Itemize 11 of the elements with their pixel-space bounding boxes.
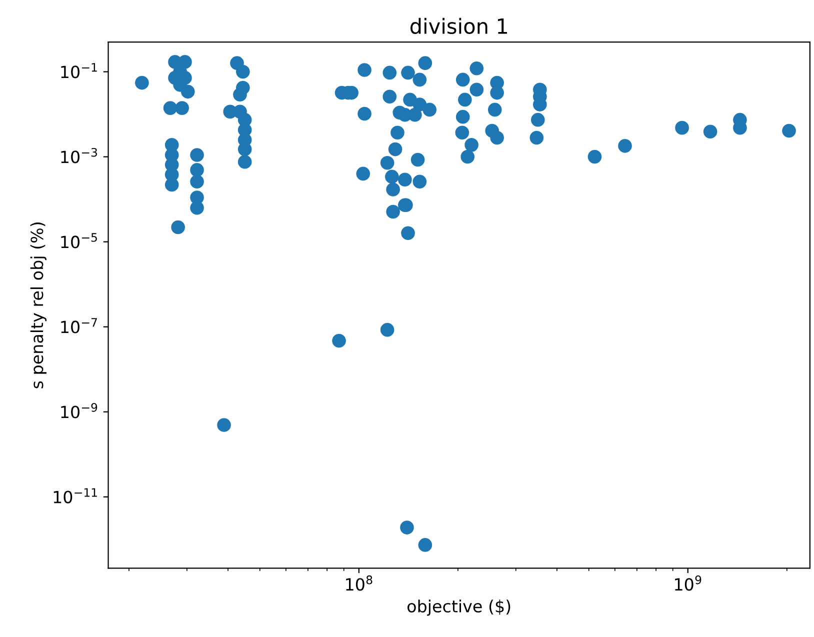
x-axis-title: objective ($) — [408, 600, 510, 616]
x-tick-label: 10$^{8}$ — [346, 575, 372, 591]
chart-title: division 1 — [410, 18, 507, 34]
y-tick-label: 10$^{−9}$ — [61, 403, 98, 418]
y-tick-label: 10$^{−7}$ — [61, 318, 97, 334]
y-tick-label: 10$^{−11}$ — [54, 488, 97, 504]
y-tick-label: 10$^{−5}$ — [61, 233, 97, 248]
y-tick-label: 10$^{−3}$ — [61, 148, 98, 164]
x-tick-label: 10$^{9}$ — [675, 575, 702, 591]
y-axis-title: s penalty rel obj (%) — [30, 222, 46, 388]
y-tick-label: 10$^{−1}$ — [61, 63, 97, 78]
